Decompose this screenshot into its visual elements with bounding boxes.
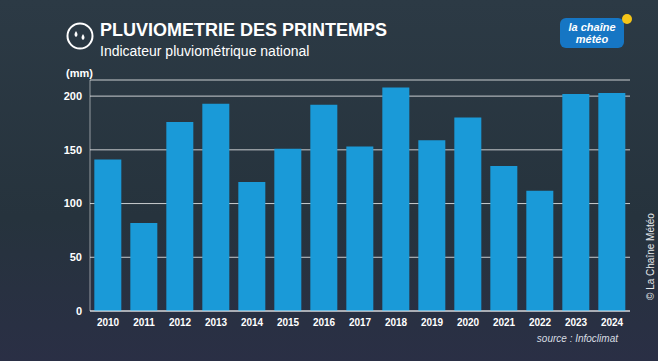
svg-text:200: 200 bbox=[64, 90, 82, 102]
svg-text:2014: 2014 bbox=[241, 317, 264, 328]
svg-text:2011: 2011 bbox=[133, 317, 155, 328]
svg-text:2013: 2013 bbox=[205, 317, 228, 328]
svg-text:2021: 2021 bbox=[493, 317, 516, 328]
svg-text:2020: 2020 bbox=[457, 317, 480, 328]
svg-text:2018: 2018 bbox=[385, 317, 408, 328]
html-text:(mm): (mm) bbox=[66, 67, 93, 79]
svg-text:150: 150 bbox=[64, 144, 82, 156]
svg-text:2022: 2022 bbox=[529, 317, 552, 328]
svg-text:100: 100 bbox=[64, 197, 82, 209]
html-text:source : Infoclimat: source : Infoclimat bbox=[536, 333, 618, 344]
svg-text:0: 0 bbox=[76, 305, 82, 317]
svg-text:50: 50 bbox=[70, 251, 82, 263]
svg-text:2023: 2023 bbox=[565, 317, 588, 328]
svg-text:2017: 2017 bbox=[349, 317, 372, 328]
svg-text:2015: 2015 bbox=[277, 317, 300, 328]
html-text:Indicateur pluviométrique nati: Indicateur pluviométrique national bbox=[100, 43, 310, 59]
svg-text:2012: 2012 bbox=[169, 317, 192, 328]
svg-text:2024: 2024 bbox=[601, 317, 624, 328]
html-text:PLUVIOMETRIE DES PRINTEMPS: PLUVIOMETRIE DES PRINTEMPS bbox=[100, 20, 387, 40]
svg-text:2019: 2019 bbox=[421, 317, 444, 328]
svg-text:2010: 2010 bbox=[97, 317, 120, 328]
html-text:la chaîne météo: la chaîne météo bbox=[568, 21, 616, 45]
html-text:© La Chaîne Météo: © La Chaîne Météo bbox=[645, 213, 656, 300]
svg-text:2016: 2016 bbox=[313, 317, 336, 328]
